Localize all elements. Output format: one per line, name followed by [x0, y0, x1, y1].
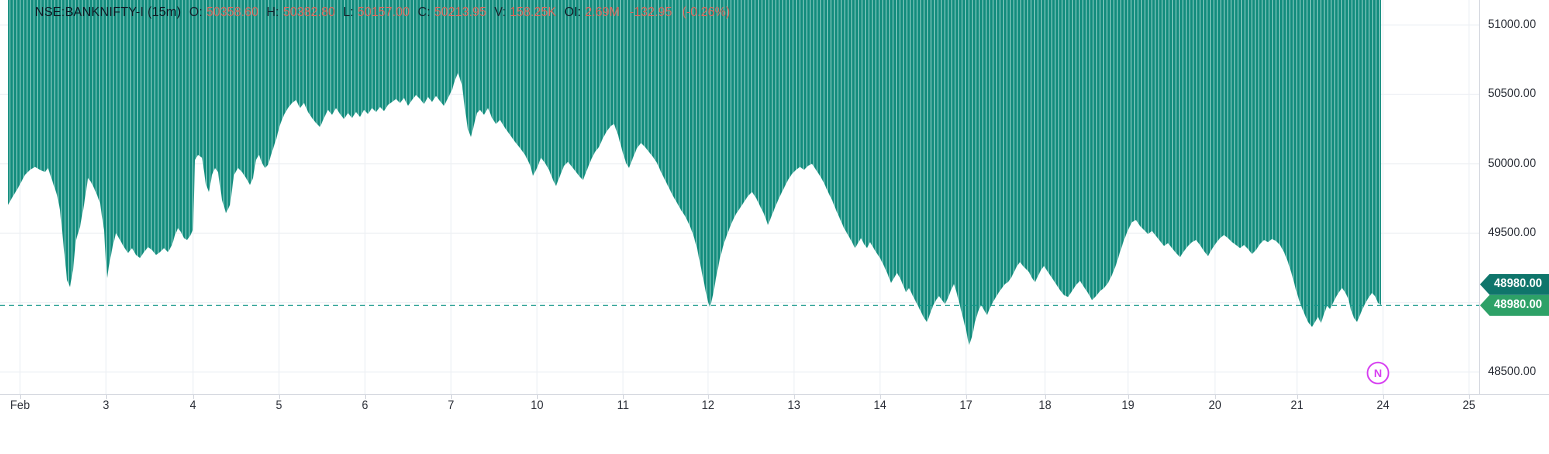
legend-volume-value: 158.25K — [509, 5, 557, 19]
time-axis-tick — [1045, 395, 1046, 399]
news-marker[interactable]: N — [1366, 361, 1390, 385]
price-axis-label: 51000.00 — [1488, 19, 1536, 31]
time-axis-label: Feb — [10, 400, 30, 412]
legend-symbol-title[interactable]: NSE:BANKNIFTY-I (15m) — [35, 5, 182, 19]
legend-oi-value: 2.69M — [584, 5, 620, 19]
time-axis-label: 14 — [873, 400, 887, 412]
chart-canvas[interactable]: N — [0, 0, 1479, 394]
time-axis-tick — [708, 395, 709, 399]
legend-oi: OI: 2.69M — [564, 5, 619, 19]
time-axis-tick — [279, 395, 280, 399]
time-axis-label: 11 — [617, 400, 629, 412]
time-axis-tick — [365, 395, 366, 399]
time-axis-label: 7 — [447, 400, 455, 412]
legend-close-label: C: — [417, 5, 431, 19]
price-axis[interactable]: 51000.00 50500.00 50000.00 49500.00 48500.00… — [1479, 0, 1549, 394]
legend-high-label: H: — [266, 5, 279, 19]
time-axis-tick — [1383, 395, 1384, 399]
time-axis-label: 13 — [787, 400, 801, 412]
last-price-tag[interactable]: 48980.00 — [1480, 273, 1549, 295]
price-bars-area[interactable] — [8, 0, 1381, 346]
price-pane[interactable]: N NSE:BANKNIFTY-I (15m) O: 50358.60 H: 5… — [0, 0, 1479, 394]
time-axis-tick — [537, 395, 538, 399]
time-axis-label: 21 — [1290, 400, 1304, 412]
time-axis-label: 4 — [189, 400, 197, 412]
legend-high-value: 50382.80 — [282, 5, 336, 19]
time-axis-tick — [623, 395, 624, 399]
time-axis-tick — [106, 395, 107, 399]
price-line-tag[interactable]: 48980.00 — [1480, 294, 1549, 316]
price-axis-label: 49500.00 — [1488, 227, 1536, 240]
legend-change: -132.95 — [629, 5, 673, 19]
legend-low: L: 50157.00 — [343, 5, 410, 19]
time-axis-label: 18 — [1038, 400, 1052, 412]
time-axis-label: 24 — [1376, 400, 1390, 412]
price-axis-label: 50000.00 — [1488, 157, 1536, 170]
time-axis-label: 3 — [102, 400, 110, 412]
news-marker-label: N — [1374, 368, 1382, 380]
legend-row: NSE:BANKNIFTY-I (15m) O: 50358.60 H: 503… — [35, 5, 730, 19]
legend-change-pct: (-0.26%) — [682, 5, 731, 19]
legend-low-label: L: — [343, 5, 354, 19]
legend-close-value: 50213.95 — [434, 5, 487, 19]
legend-close: C: 50213.95 — [418, 5, 487, 19]
price-axis-label: 50500.00 — [1488, 88, 1536, 101]
legend-open-value: 50358.60 — [206, 5, 259, 19]
legend-open: O: 50358.60 — [189, 5, 258, 19]
time-axis-tick — [193, 395, 194, 399]
price-axis-label: 48500.00 — [1488, 366, 1536, 378]
time-axis-tick — [1215, 395, 1216, 399]
time-axis-label: 12 — [701, 400, 715, 412]
news-marker-circle[interactable] — [1366, 361, 1390, 385]
legend-low-value: 50157.00 — [357, 5, 410, 19]
legend-volume-label: V: — [494, 5, 506, 19]
legend-open-label: O: — [189, 5, 203, 19]
time-axis-label: 19 — [1121, 400, 1135, 412]
time-axis-tick — [1128, 395, 1129, 399]
time-axis-tick — [20, 395, 21, 399]
time-axis-label: 20 — [1208, 400, 1222, 412]
legend-high: H: 50382.80 — [266, 5, 335, 19]
time-axis-label: 17 — [959, 400, 973, 412]
time-axis-tick — [451, 395, 452, 399]
time-axis[interactable]: Feb 3 4 5 6 7 10 11 12 13 14 17 18 19 20 21 24 25 — [0, 394, 1549, 423]
time-axis-tick — [1297, 395, 1298, 399]
legend-oi-label: OI: — [564, 5, 581, 19]
time-axis-label: 6 — [361, 400, 369, 412]
time-axis-tick — [794, 395, 795, 399]
legend-volume: V: 158.25K — [494, 5, 556, 19]
time-axis-label: 5 — [275, 400, 283, 412]
time-axis-label: 25 — [1462, 400, 1476, 412]
time-axis-tick — [1469, 395, 1470, 399]
time-axis-label: 10 — [530, 400, 544, 412]
time-axis-tick — [966, 395, 967, 399]
time-axis-tick — [880, 395, 881, 399]
